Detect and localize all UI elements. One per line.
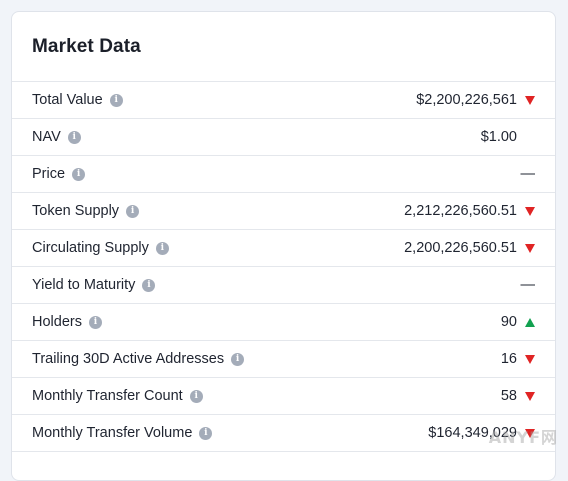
row-label: Holders [32,314,82,330]
info-icon[interactable]: i [142,279,155,292]
watermark-logo: ANYF网 [489,424,558,448]
row-label: Token Supply [32,203,119,219]
row-token-supply: Token Supply i 2,212,226,560.51 [12,193,555,230]
row-label-container: Holders i [12,314,102,330]
info-icon[interactable]: i [156,242,169,255]
row-value: 58 [501,378,517,414]
row-label-container: Yield to Maturity i [12,277,155,293]
trend-indicator [525,341,535,377]
row-label-container: Monthly Transfer Count i [12,388,203,404]
triangle-down-icon [525,244,535,253]
row-value: $1.00 [481,119,517,155]
info-icon[interactable]: i [72,168,85,181]
row-label-container: Monthly Transfer Volume i [12,425,212,441]
trend-indicator [525,378,535,414]
row-value: $2,200,226,561 [416,82,517,118]
row-price: Pricei — [12,156,555,193]
info-icon[interactable]: i [126,205,139,218]
row-total-value: Total Value i $2,200,226,561 [12,82,555,119]
row-label: Yield to Maturity [32,277,135,293]
row-value: — [521,267,536,303]
card-title: Market Data [12,12,555,81]
trend-indicator [525,82,535,118]
info-icon[interactable]: i [199,427,212,440]
info-icon[interactable]: i [110,94,123,107]
row-value: 90 [501,304,517,340]
row-label: NAV [32,129,61,145]
triangle-down-icon [525,96,535,105]
triangle-down-icon [525,392,535,401]
trend-indicator [525,193,535,229]
row-value: 16 [501,341,517,377]
row-trailing-30d-active-addresses: Trailing 30D Active Addresses i 16 [12,341,555,378]
row-monthly-transfer-count: Monthly Transfer Count i 58 [12,378,555,415]
row-label-container: NAV i [12,129,81,145]
row-label: Monthly Transfer Volume [32,425,192,441]
trend-indicator [525,304,535,340]
row-nav: NAV i $1.00 [12,119,555,156]
trend-indicator [525,230,535,266]
row-label-container: Circulating Supply i [12,240,169,256]
row-label: Trailing 30D Active Addresses [32,351,224,367]
triangle-up-icon [525,318,535,327]
row-label: Circulating Supply [32,240,149,256]
row-value: — [521,156,536,192]
row-label: Monthly Transfer Count [32,388,183,404]
row-holders: Holders i 90 [12,304,555,341]
row-label: Total Value [32,92,103,108]
info-icon[interactable]: i [68,131,81,144]
row-label: Price [32,166,65,182]
triangle-down-icon [525,355,535,364]
row-yield-to-maturity: Yield to Maturity i — [12,267,555,304]
info-icon[interactable]: i [89,316,102,329]
row-label-container: Total Value i [12,92,123,108]
row-label-container: Token Supply i [12,203,139,219]
row-value: 2,212,226,560.51 [404,193,517,229]
row-label-container: Trailing 30D Active Addresses i [12,351,244,367]
row-value: 2,200,226,560.51 [404,230,517,266]
triangle-down-icon [525,207,535,216]
info-icon[interactable]: i [231,353,244,366]
info-icon[interactable]: i [190,390,203,403]
row-circulating-supply: Circulating Supply i 2,200,226,560.51 [12,230,555,267]
